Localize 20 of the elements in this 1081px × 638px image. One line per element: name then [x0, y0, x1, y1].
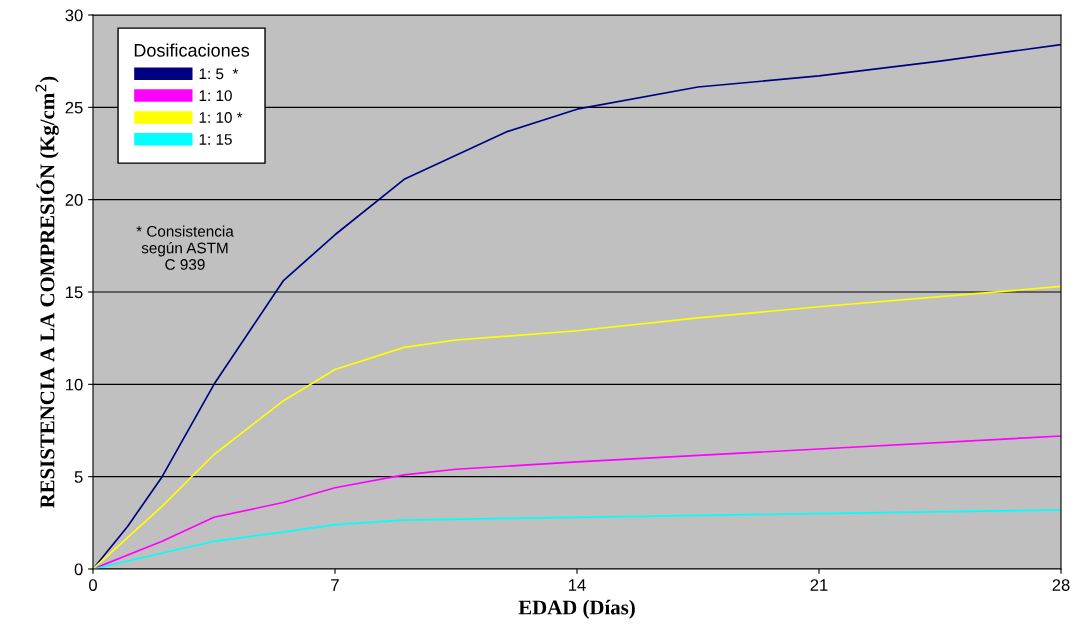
- legend-label: 1: 5 *: [199, 68, 239, 80]
- y-tick-label: 30: [65, 9, 83, 22]
- y-tick-label: 25: [65, 101, 83, 114]
- annotation: * Consistencia según ASTM C 939: [136, 225, 234, 270]
- x-tick-label: 28: [1052, 579, 1070, 591]
- y-tick-label: 0: [74, 563, 83, 576]
- y-tick-label: 5: [74, 471, 83, 483]
- x-tick-label: 21: [810, 579, 828, 591]
- legend-label: 1: 10 *: [199, 112, 243, 123]
- y-tick-label: 20: [65, 194, 83, 206]
- legend-label: 1: 10: [199, 90, 232, 102]
- legend-title: Dosificaciones: [134, 43, 250, 57]
- x-axis-title: EDAD (Días): [518, 599, 635, 619]
- y-tick-label: 15: [66, 286, 83, 299]
- x-tick-label: 0: [89, 579, 97, 591]
- x-tick-label: 14: [569, 579, 586, 591]
- x-tick-label: 7: [331, 579, 339, 591]
- legend-label: 1: 15: [199, 134, 232, 145]
- y-axis-title: RESISTENCIA A LA COMPRESIÓN (Kg/cm$^{2}$): [35, 76, 59, 508]
- y-tick-label: 10: [66, 378, 83, 391]
